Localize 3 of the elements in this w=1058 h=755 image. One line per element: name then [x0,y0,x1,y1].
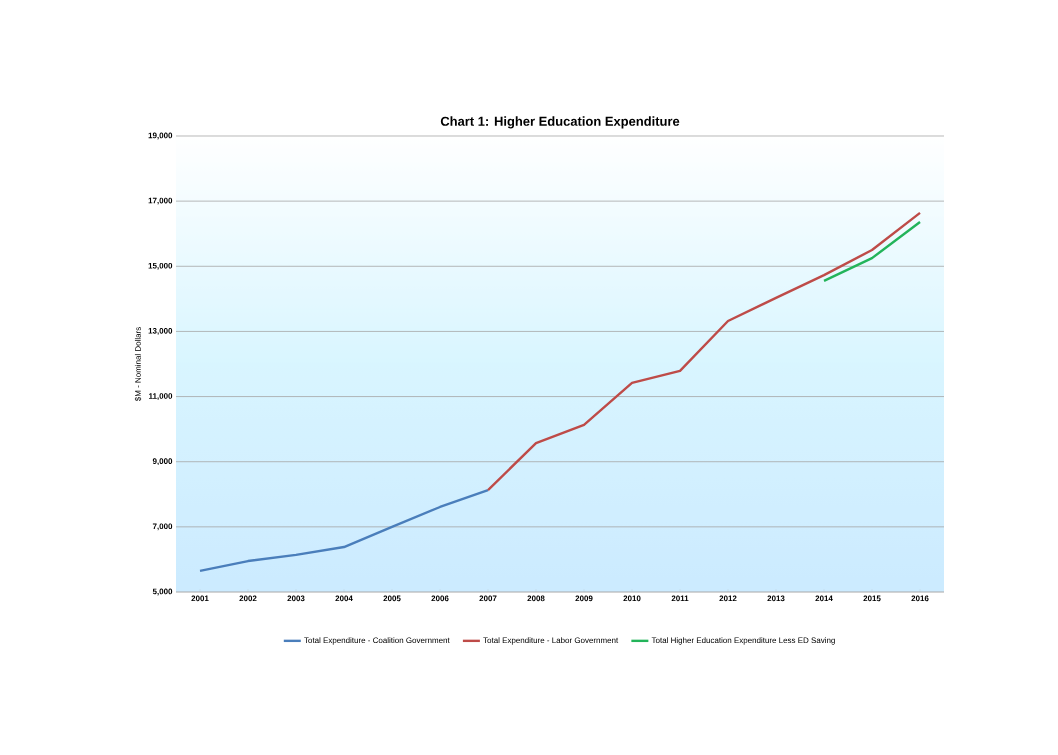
line-series [486,211,922,492]
chart-title: Chart 1: Higher Education Expenditure [440,116,680,129]
line-series [198,488,490,573]
